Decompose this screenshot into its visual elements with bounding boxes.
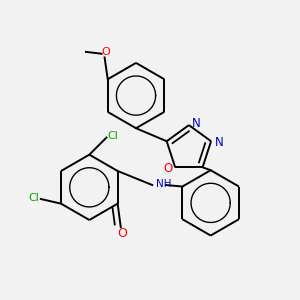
Text: O: O: [102, 47, 110, 57]
Text: Cl: Cl: [108, 131, 119, 141]
Text: N: N: [192, 117, 201, 130]
Text: NH: NH: [156, 179, 171, 189]
Text: O: O: [117, 227, 127, 240]
Text: N: N: [214, 136, 223, 149]
Text: O: O: [164, 162, 173, 176]
Text: Cl: Cl: [28, 193, 39, 203]
